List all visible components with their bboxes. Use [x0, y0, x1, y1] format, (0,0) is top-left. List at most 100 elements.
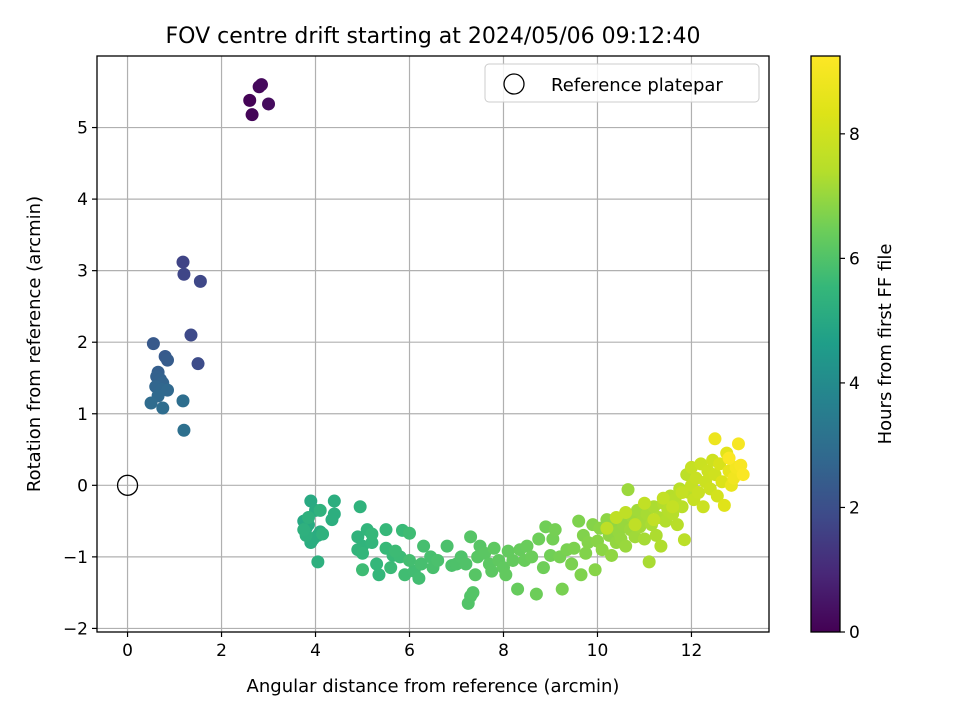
data-point	[325, 513, 339, 527]
chart-title: FOV centre drift starting at 2024/05/06 …	[166, 24, 701, 49]
data-point	[412, 571, 426, 585]
data-point	[600, 521, 614, 535]
data-point	[464, 530, 478, 544]
colorbar-tick-label: 2	[849, 498, 860, 518]
data-point	[372, 568, 386, 582]
data-point	[485, 564, 499, 578]
colorbar-tick-label: 0	[849, 623, 860, 643]
legend: Reference platepar	[484, 63, 760, 103]
colorbar-ticks: 0 2 4 6 8	[840, 125, 860, 643]
data-point	[506, 553, 520, 567]
data-point	[403, 526, 417, 540]
data-point	[160, 353, 174, 367]
data-point	[713, 457, 727, 471]
data-point	[468, 568, 482, 582]
y-tick-label: 4	[77, 190, 88, 210]
data-point	[722, 451, 736, 465]
y-tick-label: −2	[63, 619, 88, 639]
data-point	[619, 539, 633, 553]
data-point	[193, 274, 207, 288]
grid-lines	[97, 56, 769, 632]
x-tick-label: 8	[498, 641, 509, 661]
data-point	[642, 555, 656, 569]
data-point	[327, 494, 341, 508]
data-point	[675, 500, 689, 514]
data-point	[254, 78, 268, 92]
data-point	[459, 557, 473, 571]
data-point	[692, 485, 706, 499]
data-point	[297, 523, 311, 537]
data-point	[177, 267, 191, 281]
data-point	[666, 500, 680, 514]
data-point	[656, 491, 670, 505]
plot-frame	[96, 55, 770, 633]
legend-marker-icon	[503, 73, 525, 95]
legend-box	[484, 63, 760, 103]
data-point	[637, 532, 651, 546]
x-tick-label: 10	[587, 641, 609, 661]
colorbar-label: Hours from first FF file	[875, 244, 896, 445]
data-point	[621, 483, 635, 497]
reference-point-marker	[116, 474, 139, 496]
data-point	[388, 544, 402, 558]
x-tick-label: 6	[404, 641, 415, 661]
data-point	[708, 432, 722, 446]
y-tick-label: 3	[77, 262, 88, 282]
data-point	[649, 528, 663, 542]
data-point	[736, 468, 750, 482]
data-point	[379, 523, 393, 537]
colorbar-tick-label: 8	[849, 125, 860, 145]
data-point	[262, 97, 276, 111]
data-point	[353, 500, 367, 514]
data-point	[144, 396, 158, 410]
data-point	[696, 500, 710, 514]
data-point	[595, 543, 609, 557]
data-point	[579, 546, 593, 560]
data-point	[370, 557, 384, 571]
data-point	[356, 546, 370, 560]
data-point	[670, 518, 684, 532]
data-point	[619, 506, 633, 520]
y-tick-label: 2	[77, 333, 88, 353]
data-point	[654, 539, 668, 553]
data-point	[710, 489, 724, 503]
data-point	[532, 532, 546, 546]
legend-label: Reference platepar	[551, 75, 723, 96]
data-point	[677, 533, 691, 547]
data-point	[511, 582, 525, 596]
data-point	[525, 550, 539, 564]
data-point	[565, 557, 579, 571]
data-point	[536, 561, 550, 575]
colorbar	[810, 55, 841, 633]
data-point	[414, 557, 428, 571]
y-tick-label: 0	[77, 476, 88, 496]
data-point	[555, 582, 569, 596]
y-axis-label: Rotation from reference (arcmin)	[24, 196, 45, 492]
x-tick-label: 12	[681, 641, 703, 661]
data-point	[574, 568, 588, 582]
data-point	[176, 255, 190, 269]
data-point	[431, 553, 445, 567]
data-point	[520, 539, 534, 553]
data-point	[466, 586, 480, 600]
data-point	[605, 548, 619, 562]
data-point	[243, 93, 257, 107]
data-point	[191, 357, 205, 371]
x-axis-ticks: 0 2 4 6 8 10 12	[122, 632, 702, 661]
data-point	[487, 541, 501, 555]
data-point	[313, 503, 327, 517]
data-point	[647, 513, 661, 527]
data-point	[177, 423, 191, 437]
data-point	[184, 328, 198, 342]
data-point	[146, 337, 160, 351]
data-point	[628, 518, 642, 532]
data-point	[548, 523, 562, 537]
x-tick-label: 2	[216, 641, 227, 661]
data-point	[675, 485, 689, 499]
y-tick-label: −1	[63, 548, 88, 568]
colorbar-tick-label: 4	[849, 374, 860, 394]
x-axis-label: Angular distance from reference (arcmin)	[247, 676, 620, 697]
y-tick-label: 1	[77, 405, 88, 425]
